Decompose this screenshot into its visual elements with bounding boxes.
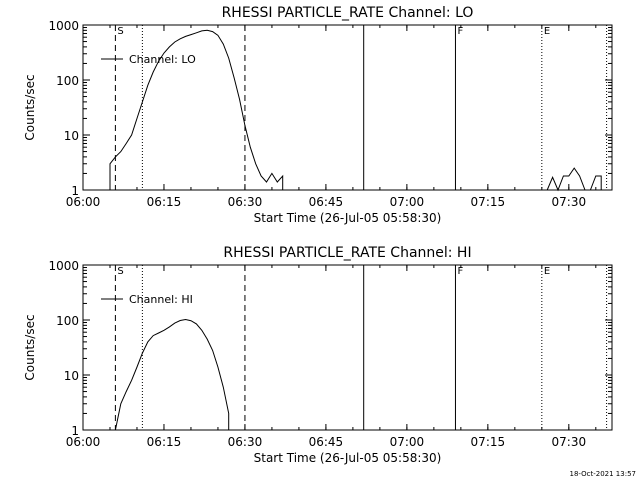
x-tick-label: 07:15 xyxy=(471,435,506,449)
series-line-1 xyxy=(114,318,230,431)
x-tick-label: 06:30 xyxy=(228,435,263,449)
legend-label: Channel: HI xyxy=(129,293,193,306)
event-marker-e: E xyxy=(544,26,550,37)
event-marker-f: F xyxy=(457,26,463,37)
x-tick-label: 06:30 xyxy=(228,195,263,209)
y-tick-label: 1 xyxy=(71,424,79,438)
legend-label: Channel: LO xyxy=(129,53,196,66)
y-tick-label: 1 xyxy=(71,184,79,198)
y-tick-label: 10 xyxy=(64,369,79,383)
plot-frame xyxy=(82,24,613,191)
series-line-1 xyxy=(546,167,602,192)
event-marker-s: S xyxy=(117,26,123,37)
x-tick-label: 06:15 xyxy=(147,435,182,449)
series-line-1 xyxy=(109,29,284,190)
x-tick-label: 07:15 xyxy=(471,195,506,209)
x-tick-label: 07:00 xyxy=(390,195,425,209)
x-tick-label: 07:30 xyxy=(552,195,587,209)
plot-panel-1 xyxy=(82,24,613,192)
x-tick-label: 07:00 xyxy=(390,435,425,449)
chart-title: RHESSI PARTICLE_RATE Channel: LO xyxy=(222,5,474,21)
x-tick-label: 06:45 xyxy=(309,195,344,209)
x-tick-label: 06:00 xyxy=(66,195,101,209)
plot-panel-2 xyxy=(82,264,613,431)
x-tick-label: 06:45 xyxy=(309,435,344,449)
x-axis-label: Start Time (26-Jul-05 05:58:30) xyxy=(254,211,442,225)
x-axis-label: Start Time (26-Jul-05 05:58:30) xyxy=(254,451,442,465)
x-tick-label: 07:30 xyxy=(552,435,587,449)
chart-title: RHESSI PARTICLE_RATE Channel: HI xyxy=(223,245,471,261)
x-tick-label: 06:00 xyxy=(66,435,101,449)
y-tick-label: 100 xyxy=(56,314,79,328)
footer-timestamp: 18-Oct-2021 13:57 xyxy=(569,470,636,478)
event-marker-f: F xyxy=(457,266,463,277)
event-marker-s: S xyxy=(117,266,123,277)
y-axis-label: Counts/sec xyxy=(23,314,37,380)
y-tick-label: 100 xyxy=(56,74,79,88)
plot-frame xyxy=(82,264,613,431)
x-tick-label: 06:15 xyxy=(147,195,182,209)
y-tick-label: 1000 xyxy=(48,19,79,33)
y-axis-label: Counts/sec xyxy=(23,74,37,140)
y-tick-label: 10 xyxy=(64,129,79,143)
event-marker-e: E xyxy=(544,266,550,277)
y-tick-label: 1000 xyxy=(48,259,79,273)
